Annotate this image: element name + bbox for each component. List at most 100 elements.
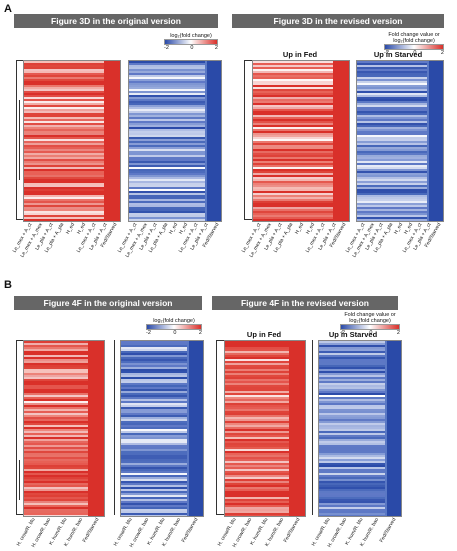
heatmap-row [225, 467, 289, 469]
heatmap-row [121, 501, 187, 503]
heatmap-row [357, 209, 427, 211]
heatmap-row [319, 447, 385, 449]
heatmap-row [129, 95, 205, 97]
heatmap-row [24, 345, 88, 347]
heatmap-row [357, 81, 427, 83]
up-in-fed-label-a: Up in Fed [282, 50, 318, 59]
heatmap-row [225, 487, 289, 489]
heatmap-row [357, 145, 427, 147]
heatmap-row [253, 89, 333, 91]
heatmap-row [129, 189, 205, 191]
heatmap-row [319, 347, 385, 349]
heatmap-row [121, 347, 187, 349]
heatmap-row [319, 471, 385, 473]
heatmap-row [253, 91, 333, 93]
heatmap-row [24, 401, 88, 403]
heatmap-row [24, 501, 88, 503]
heatmap-row [121, 467, 187, 469]
heatmap-row [129, 107, 205, 109]
heatmap-row [121, 377, 187, 379]
heatmap-row [24, 117, 104, 119]
heatmap-row [129, 179, 205, 181]
heatmap-row [24, 355, 88, 357]
heatmap-row [357, 115, 427, 117]
heatmap-row [319, 511, 385, 513]
heatmap-row [24, 85, 104, 87]
heatmap-row [225, 369, 289, 371]
heatmap-row [121, 383, 187, 385]
heatmap-row [319, 343, 385, 345]
heatmap-row [357, 185, 427, 187]
heatmap-row [24, 383, 88, 385]
panel-letter-b: B [4, 279, 12, 291]
heatmap-row [253, 63, 333, 65]
legend-tick: 2 [396, 330, 400, 336]
heatmap-row [121, 355, 187, 357]
heatmap-row [24, 507, 88, 509]
heatmap-row [24, 393, 88, 395]
heatmap-row [24, 403, 88, 405]
heatmap-row [24, 215, 104, 217]
dendrogram-branch [16, 514, 23, 515]
heatmap-row [253, 119, 333, 121]
heatmap-row [24, 439, 88, 441]
heatmap-row [24, 427, 88, 429]
heatmap-row [357, 205, 427, 207]
heatmap-row [24, 149, 104, 151]
heatmap-row [253, 81, 333, 83]
heatmap-row [24, 489, 88, 491]
heatmap-row [225, 355, 289, 357]
heatmap-row [225, 425, 289, 427]
heatmap-row [129, 89, 205, 91]
heatmap-row [129, 195, 205, 197]
heatmap-row [24, 161, 104, 163]
heatmap-row [24, 395, 88, 397]
heatmap-row [225, 411, 289, 413]
heatmap-row [121, 479, 187, 481]
heatmap-row [253, 109, 333, 111]
heatmap-row [129, 87, 205, 89]
heatmap-row [357, 107, 427, 109]
heatmap-row [24, 353, 88, 355]
heatmap-row [24, 177, 104, 179]
dendrogram-branch [16, 219, 23, 220]
heatmap-row [225, 427, 289, 429]
heatmap-row [319, 379, 385, 381]
heatmap-row [24, 479, 88, 481]
heatmap-row [129, 141, 205, 143]
heatmap-row [24, 199, 104, 201]
heatmap-row [129, 75, 205, 77]
heatmap-row [319, 383, 385, 385]
heatmap-row [121, 341, 187, 343]
heatmap-row [357, 159, 427, 161]
heatmap-row [121, 369, 187, 371]
heatmap-row [24, 433, 88, 435]
heatmap-row [24, 155, 104, 157]
heatmap-row [357, 137, 427, 139]
heatmap-row [24, 361, 88, 363]
heatmap-row [253, 121, 333, 123]
heatmap-stripes [129, 61, 221, 221]
heatmap-row [24, 175, 104, 177]
heatmap-row [319, 373, 385, 375]
heatmap-fed-starved-column [429, 61, 443, 221]
heatmap-row [24, 443, 88, 445]
heatmap-row [357, 177, 427, 179]
heatmap-row [24, 121, 104, 123]
heatmap-row [225, 491, 289, 493]
heatmap-row [121, 425, 187, 427]
heatmap-row [24, 127, 104, 129]
heatmap-row [357, 187, 427, 189]
heatmap-row [121, 411, 187, 413]
heatmap-row [24, 63, 104, 65]
heatmap-row [121, 465, 187, 467]
heatmap-row [121, 419, 187, 421]
heatmap-row [121, 361, 187, 363]
heatmap-row [357, 213, 427, 215]
heatmap-row [319, 413, 385, 415]
heatmap-row [357, 153, 427, 155]
heatmap-row [357, 133, 427, 135]
heatmap-stripes [357, 61, 443, 221]
heatmap-row [253, 201, 333, 203]
heatmap-row [319, 501, 385, 503]
